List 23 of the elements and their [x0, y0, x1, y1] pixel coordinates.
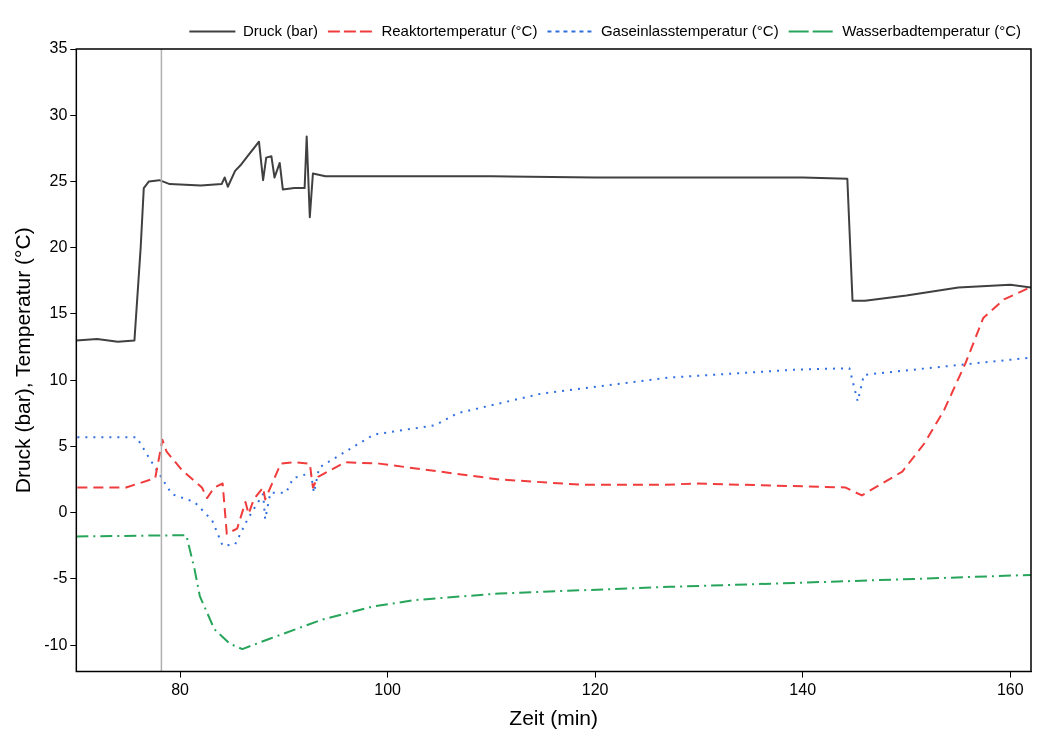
legend-label: Wasserbadtemperatur (°C) — [842, 21, 1021, 39]
x-tick-label: 140 — [789, 680, 817, 698]
y-tick-label: 30 — [49, 105, 68, 123]
y-tick-label: 5 — [58, 436, 68, 454]
y-tick-label: -10 — [44, 635, 68, 653]
x-tick-label: 80 — [171, 680, 190, 698]
y-tick-label: 20 — [49, 238, 68, 256]
y-tick-label: 35 — [49, 39, 68, 57]
line-series — [76, 286, 1031, 535]
y-tick-label: 25 — [49, 171, 68, 189]
legend-label: Reaktortemperatur (°C) — [381, 21, 538, 39]
legend-label: Druck (bar) — [242, 21, 318, 39]
x-tick-label: 160 — [996, 680, 1024, 698]
y-tick-label: 0 — [58, 503, 68, 521]
x-tick-label: 100 — [374, 680, 402, 698]
y-tick-label: -5 — [53, 569, 68, 587]
x-tick-label: 120 — [581, 680, 609, 698]
legend-label: Gaseinlasstemperatur (°C) — [600, 21, 779, 39]
y-tick-label: 15 — [49, 304, 68, 322]
line-series — [76, 534, 1031, 651]
y-axis-title: Druck (bar), Temperatur (°C) — [11, 227, 35, 494]
y-tick-label: 10 — [49, 370, 68, 388]
x-axis-title: Zeit (min) — [509, 706, 598, 730]
